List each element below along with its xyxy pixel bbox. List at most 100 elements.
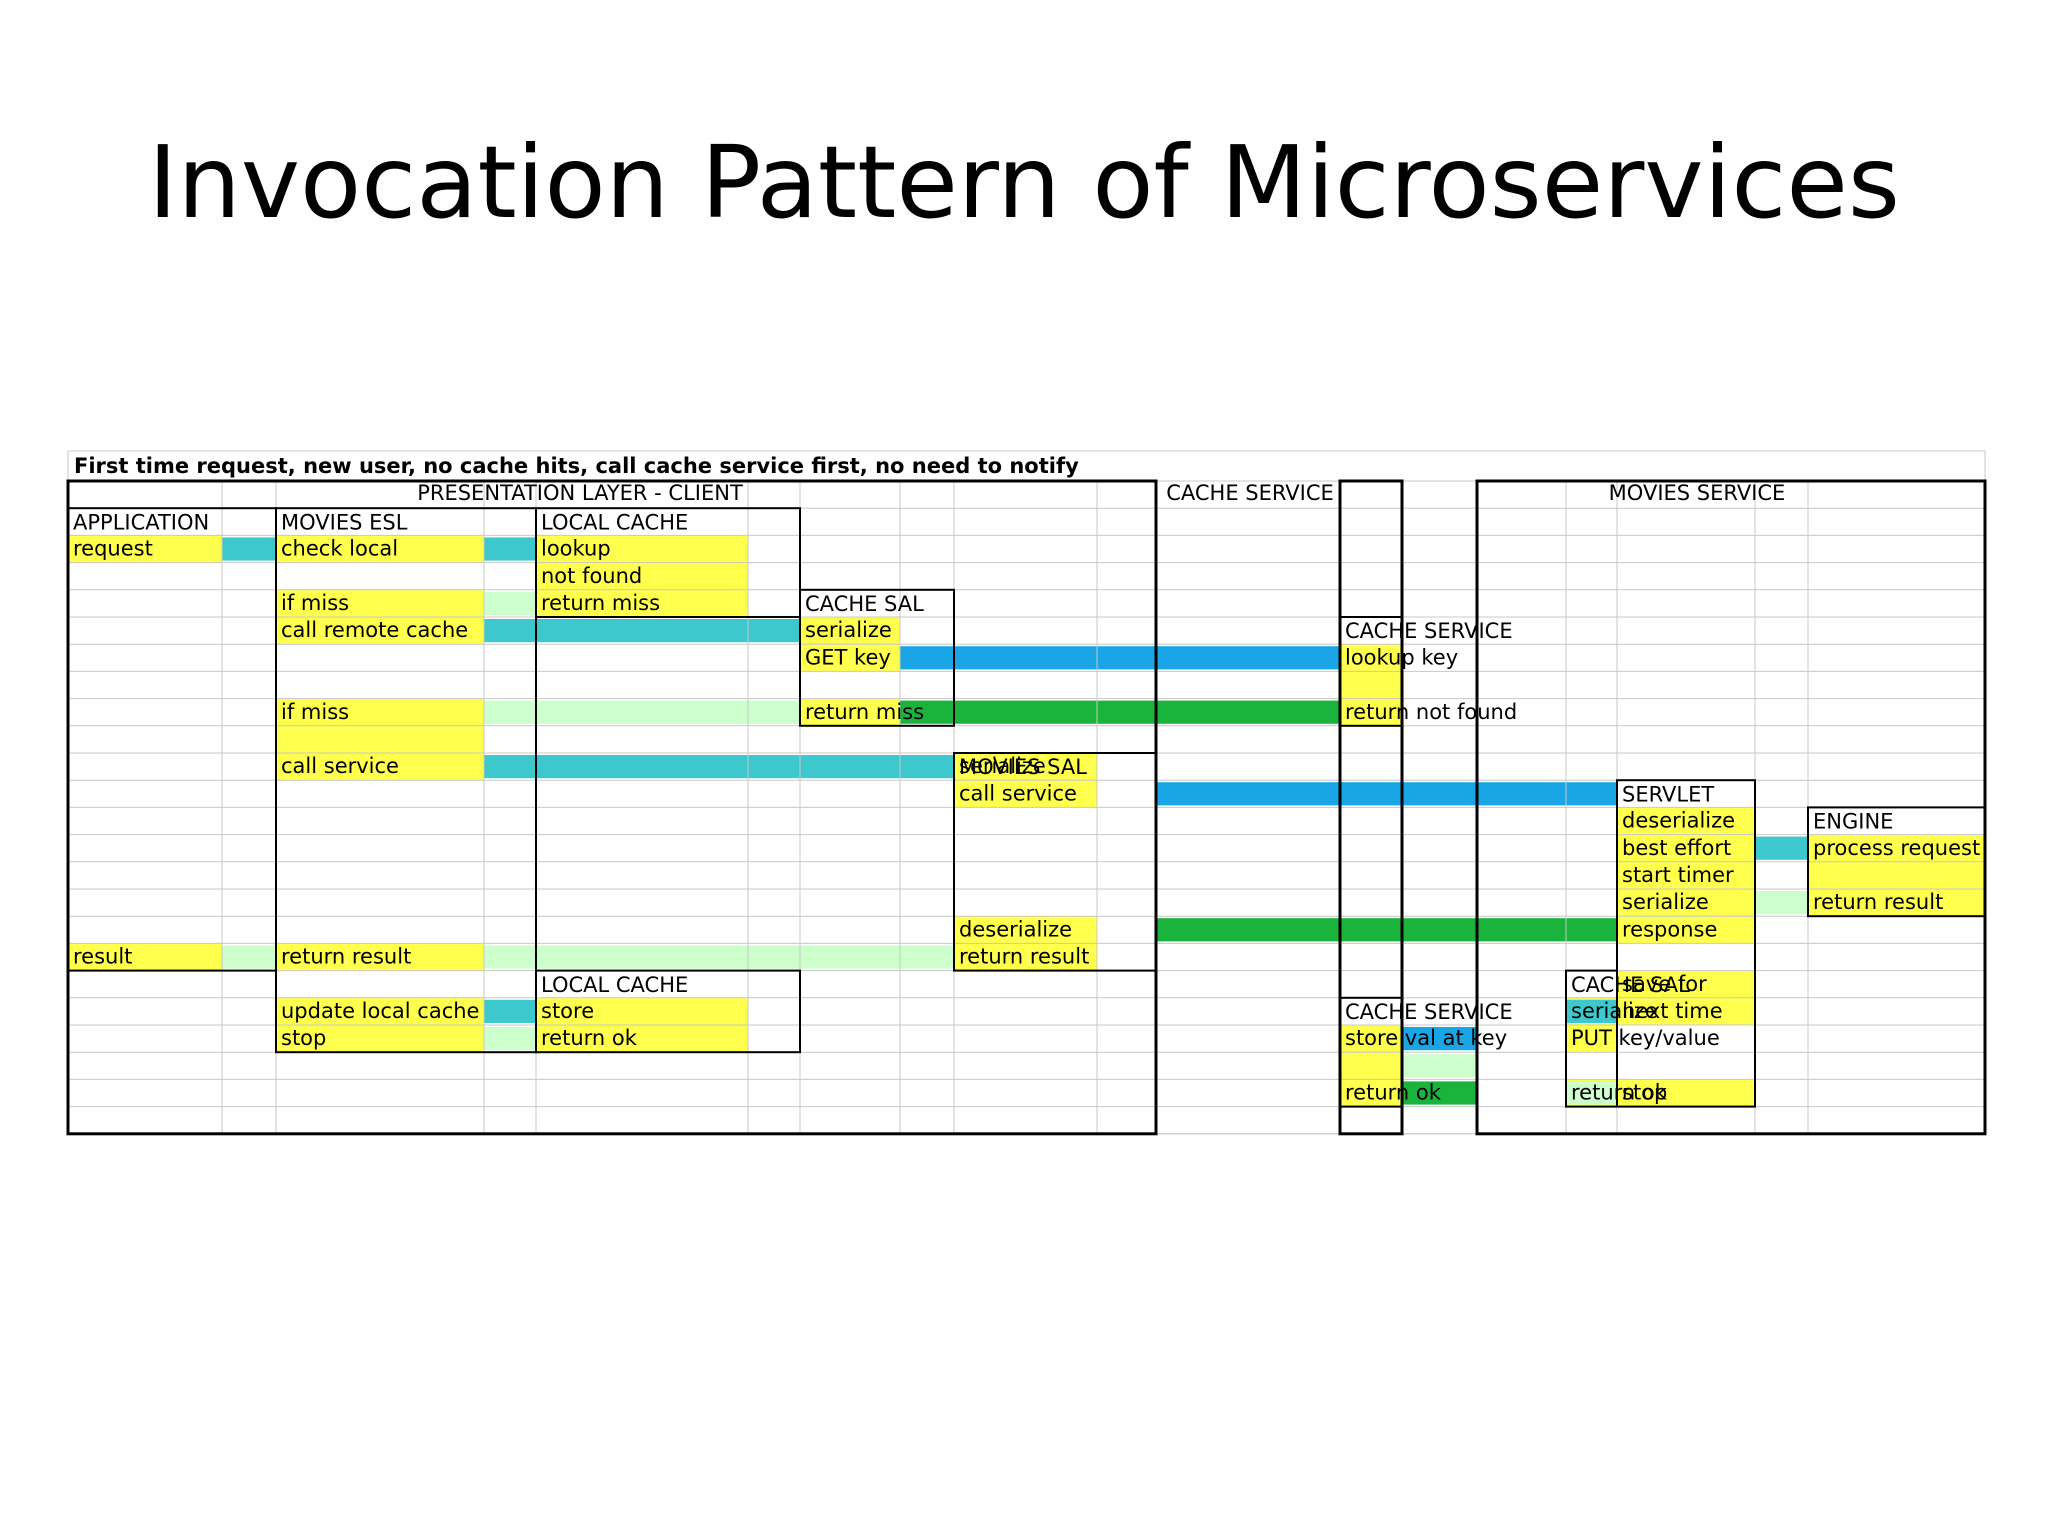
cell-fill [276,725,484,753]
cell-fill [1617,916,1755,944]
arrow-mint [222,945,276,969]
arrow-blue [1156,782,1617,806]
cell-text: lookup [541,537,611,561]
cell-text: save for [1622,972,1707,996]
cell-text: stop [1622,1081,1667,1105]
arrow-green [1156,918,1617,942]
box-title: MOVIES SAL [959,755,1087,779]
arrow-teal [222,537,276,561]
arrow-blue [900,646,1340,670]
cell-text: serialize [805,618,892,642]
cell-text: return miss [541,591,660,615]
cell-text: call service [281,754,399,778]
cell-text: store val at key [1345,1026,1507,1050]
cell-fill [1808,889,1985,917]
cell-fill [954,943,1097,971]
cell-text: check local [281,537,398,561]
component-box [67,507,277,972]
arrow-teal [1755,836,1808,860]
cell-text: not found [541,564,642,588]
cell-text: deserialize [1622,809,1735,833]
cell-text: return result [1813,890,1943,914]
cell-text: start timer [1622,863,1734,887]
cell-text: response [1622,917,1717,941]
cell-fill [536,562,748,590]
cell-fill [536,589,748,617]
cell-fill [276,617,484,645]
cell-text: return ok [1345,1081,1442,1105]
cell-fill [276,589,484,617]
cell-fill [276,753,484,781]
component-box [1565,969,1618,1108]
arrow-green [900,700,1340,724]
component-box [799,588,955,727]
component-box [535,969,801,1054]
arrow-teal [1566,999,1617,1023]
cell-text: return ok [541,1026,638,1050]
cell-fills [68,535,1985,1107]
cell-fill [536,997,748,1025]
cell-text: call remote cache [281,618,468,642]
component-box [1616,779,1756,1108]
component-box [1807,806,1986,918]
cell-fill [276,698,484,726]
arrow-teal [484,755,954,779]
cell-fill [1617,997,1755,1025]
cell-text: lookup key [1345,645,1458,669]
component-box [953,752,1157,972]
cell-fill [1617,834,1755,862]
box-title: CACHE SAL [1571,973,1690,997]
cell-fill [1808,834,1985,862]
arrow-mint [484,700,800,724]
cell-text: next time [1622,999,1723,1023]
cell-fill [1340,698,1402,726]
box-title: CACHE SAL [805,592,924,616]
box-title: LOCAL CACHE [541,973,688,997]
cell-fill [1808,861,1985,889]
cell-text: result [73,945,132,969]
cell-fill [276,997,484,1025]
table-caption: First time request, new user, no cache h… [74,454,1079,478]
cell-text: call service [959,781,1077,805]
section-label-movies-service: MOVIES SERVICE [1609,481,1786,505]
cell-fill [276,535,484,563]
arrow-mint [484,591,536,615]
box-title: CACHE SERVICE [1345,1000,1513,1024]
cell-fill [800,644,900,672]
cell-text: process request [1813,836,1980,860]
cell-text: return ok [1571,1081,1668,1105]
arrow-teal [484,619,800,643]
component-box [1339,616,1403,727]
cell-fill [536,535,748,563]
cell-fill [1340,1025,1402,1053]
cell-text: if miss [281,591,349,615]
cell-fill [68,943,222,971]
arrow-green [1402,1081,1477,1105]
cell-text: if miss [281,700,349,724]
section-label-presentation: PRESENTATION LAYER - CLIENT [417,481,743,505]
cell-text: serialize [959,754,1046,778]
cell-text: serialize [1622,890,1709,914]
cell-fill [1617,1079,1755,1107]
cell-fill [276,943,484,971]
box-title: CACHE SERVICE [1345,619,1513,643]
cell-text: best effort [1622,836,1731,860]
cell-text: GET key [805,645,891,669]
cell-fill [954,753,1097,781]
cell-fill [1340,671,1402,699]
cell-fill [1617,970,1755,998]
box-title: MOVIES ESL [281,510,408,534]
cell-fill [1617,861,1755,889]
cell-text: store [541,999,594,1023]
cell-fill [800,617,900,645]
cell-fill [1566,1025,1617,1053]
cell-text: deserialize [959,917,1072,941]
component-box [1339,996,1403,1108]
box-title: SERVLET [1622,782,1714,806]
section-label-cache-service: CACHE SERVICE [1166,481,1334,505]
cell-text: return not found [1345,700,1517,724]
arrow-mint [1566,1081,1617,1105]
component-box [275,507,537,1054]
slide-title: Invocation Pattern of Microservices [147,124,1900,241]
